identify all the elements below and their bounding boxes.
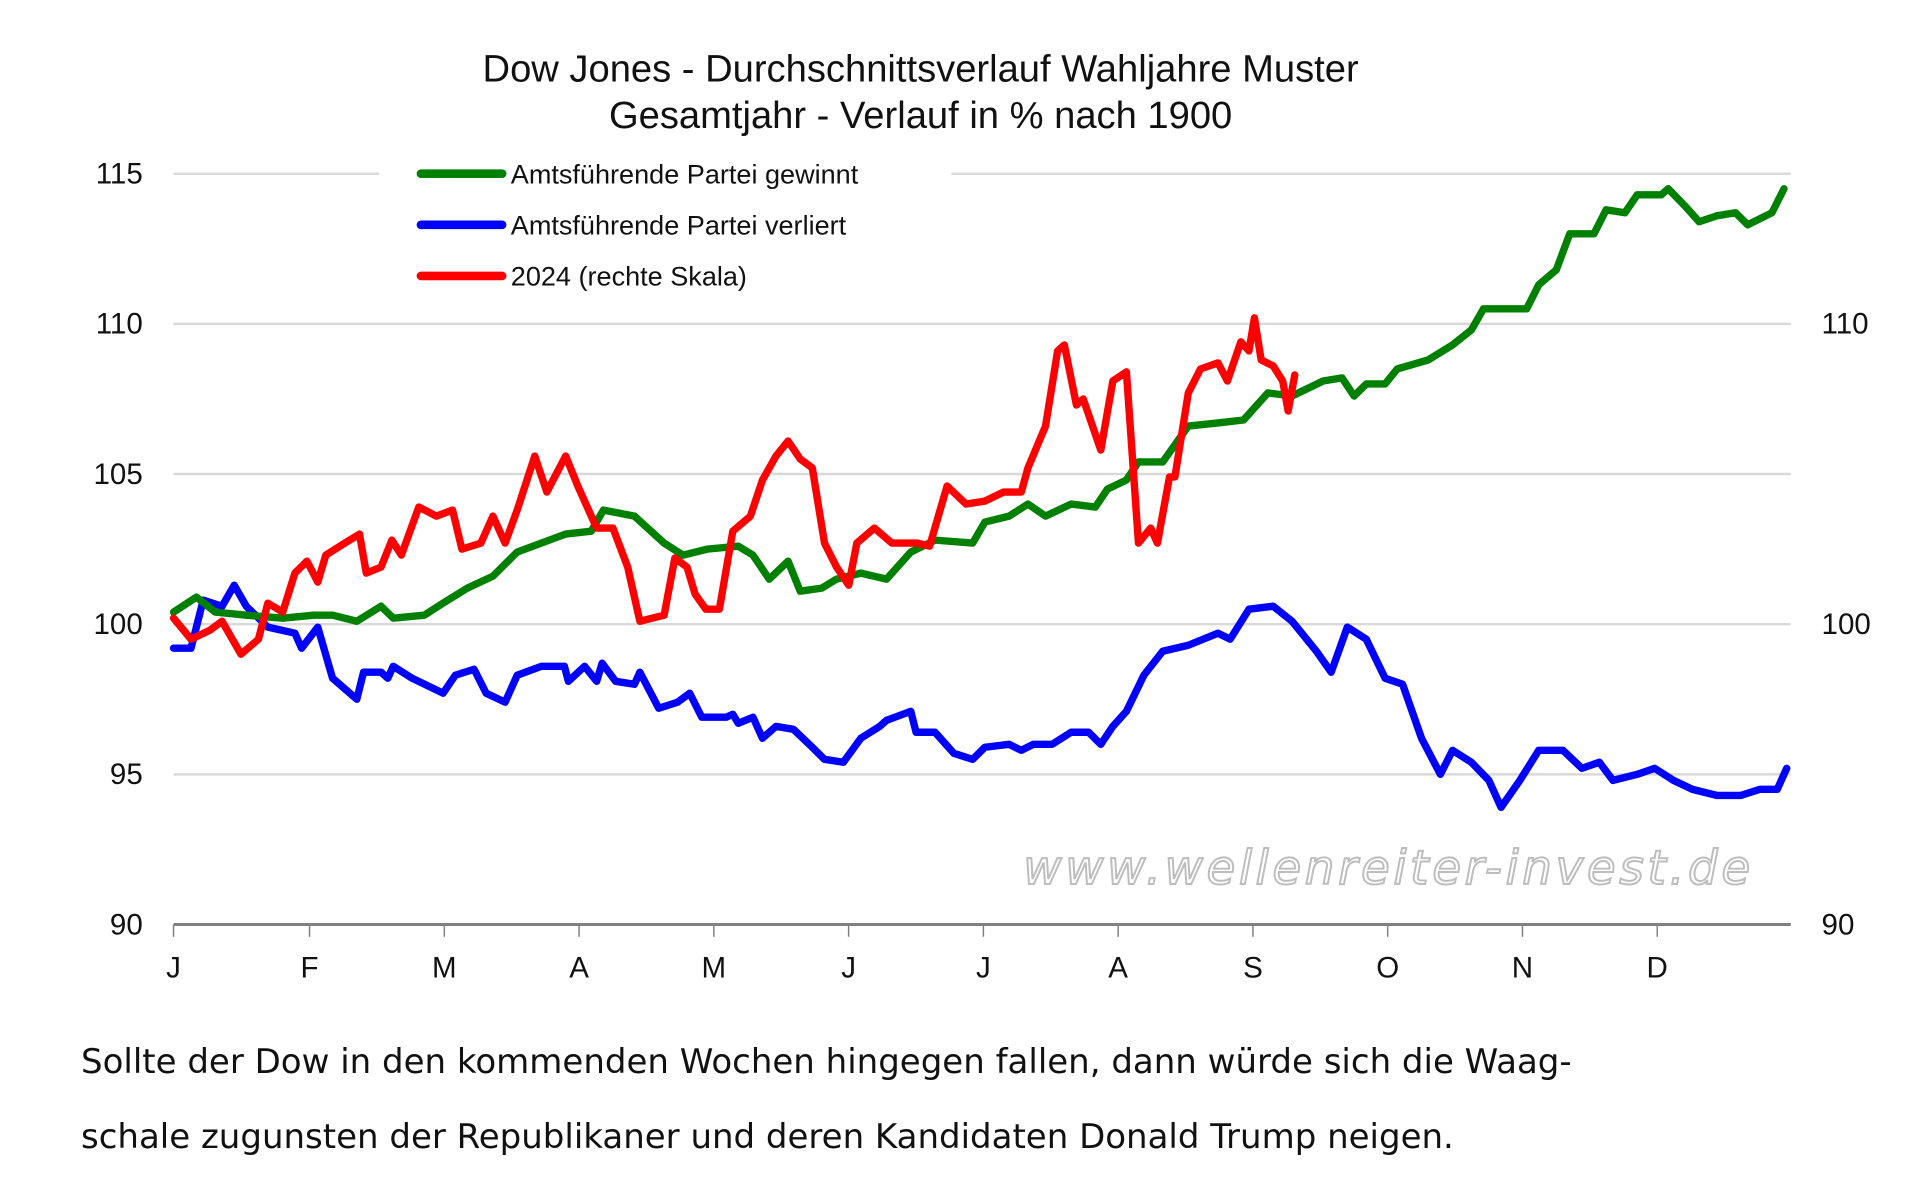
x-tick-label: J xyxy=(166,951,181,984)
caption-line-1: Sollte der Dow in den kommenden Wochen h… xyxy=(81,1042,1572,1082)
series-lines xyxy=(169,185,1791,812)
x-tick-label: A xyxy=(1108,951,1128,984)
y-left-tick-label: 105 xyxy=(94,458,143,491)
y-left-tick-label: 110 xyxy=(96,308,143,341)
x-tick-label: J xyxy=(976,951,991,984)
y-axis-left: 90 95 100 105 110 115 xyxy=(94,158,143,942)
y-right-tick-label: 110 xyxy=(1822,308,1869,341)
x-tick-label: F xyxy=(301,951,319,984)
y-right-tick-label: 100 xyxy=(1822,608,1871,641)
x-tick-label: M xyxy=(702,951,727,984)
y-left-tick-label: 95 xyxy=(110,758,143,791)
x-tick-label: O xyxy=(1376,951,1399,984)
x-tick-label: S xyxy=(1243,951,1263,984)
watermark: www.wellenreiter-invest.de xyxy=(1023,842,1754,896)
legend-label: Amtsführende Partei verliert xyxy=(511,210,847,241)
y-right-tick-label: 90 xyxy=(1822,908,1855,941)
series-line xyxy=(169,185,1788,625)
y-left-tick-label: 100 xyxy=(94,608,143,641)
x-tick-label: M xyxy=(432,951,457,984)
caption-line-2: schale zugunsten der Republikaner und de… xyxy=(81,1117,1454,1157)
x-tick-label: N xyxy=(1512,951,1533,984)
chart-title: Dow Jones - Durchschnittsverlauf Wahljah… xyxy=(483,47,1359,90)
x-tick-label: J xyxy=(841,951,856,984)
y-left-tick-label: 115 xyxy=(96,158,143,191)
y-axis-right: 90 100 110 xyxy=(1822,308,1871,942)
series-line xyxy=(169,581,1791,812)
x-tick-label: D xyxy=(1647,951,1668,984)
legend-label: 2024 (rechte Skala) xyxy=(511,261,747,292)
legend: Amtsführende Partei gewinnt Amtsführende … xyxy=(379,147,952,302)
legend-label: Amtsführende Partei gewinnt xyxy=(511,159,859,190)
x-tick-label: A xyxy=(569,951,589,984)
series-line xyxy=(169,314,1299,658)
y-left-tick-label: 90 xyxy=(110,908,143,941)
chart-subtitle: Gesamtjahr - Verlauf in % nach 1900 xyxy=(609,94,1232,137)
